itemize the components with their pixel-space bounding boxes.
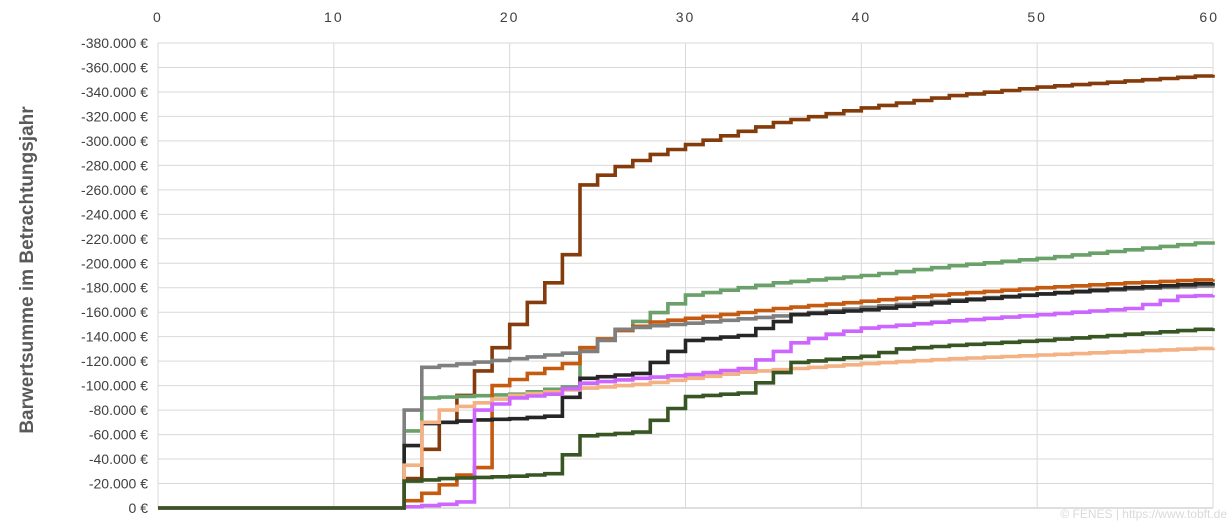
y-tick-label: -260.000 €	[81, 182, 148, 198]
x-tick-label: 20	[500, 9, 520, 25]
x-tick-label: 50	[1027, 9, 1047, 25]
watermark: © FENES | https://www.tobft.de	[1060, 507, 1227, 521]
series-line-3	[158, 278, 1215, 510]
y-tick-label: -180.000 €	[81, 280, 148, 296]
series-line-2	[158, 241, 1215, 510]
y-tick-label: -40.000 €	[89, 451, 148, 467]
series-line-8	[158, 327, 1215, 510]
y-tick-label: -140.000 €	[81, 329, 148, 345]
y-tick-label: -240.000 €	[81, 206, 148, 222]
y-tick-label: 0 €	[129, 500, 149, 516]
series-line-7	[158, 293, 1215, 510]
y-tick-label: -340.000 €	[81, 84, 148, 100]
series-line-6	[158, 346, 1215, 510]
y-tick-label: -100.000 €	[81, 378, 148, 394]
y-tick-label: -200.000 €	[81, 255, 148, 271]
x-tick-label: 10	[324, 9, 344, 25]
y-tick-label: -300.000 €	[81, 133, 148, 149]
y-tick-label: -120.000 €	[81, 353, 148, 369]
y-tick-label: -220.000 €	[81, 231, 148, 247]
y-axis-title-box: Barwertsumme im Betrachtungsjahr	[6, 60, 50, 480]
series-line-1	[158, 74, 1215, 510]
y-tick-label: -160.000 €	[81, 304, 148, 320]
y-tick-label: -320.000 €	[81, 108, 148, 124]
y-tick-label: -80.000 €	[89, 402, 148, 418]
y-axis-title: Barwertsumme im Betrachtungsjahr	[17, 106, 38, 434]
y-tick-label: -360.000 €	[81, 59, 148, 75]
y-tick-label: -280.000 €	[81, 157, 148, 173]
y-tick-label: -20.000 €	[89, 476, 148, 492]
x-tick-label: 60	[1199, 9, 1219, 25]
x-tick-label: 0	[153, 9, 163, 25]
x-tick-label: 40	[852, 9, 872, 25]
x-tick-label: 30	[676, 9, 696, 25]
y-tick-label: -380.000 €	[81, 35, 148, 51]
y-tick-label: -60.000 €	[89, 427, 148, 443]
